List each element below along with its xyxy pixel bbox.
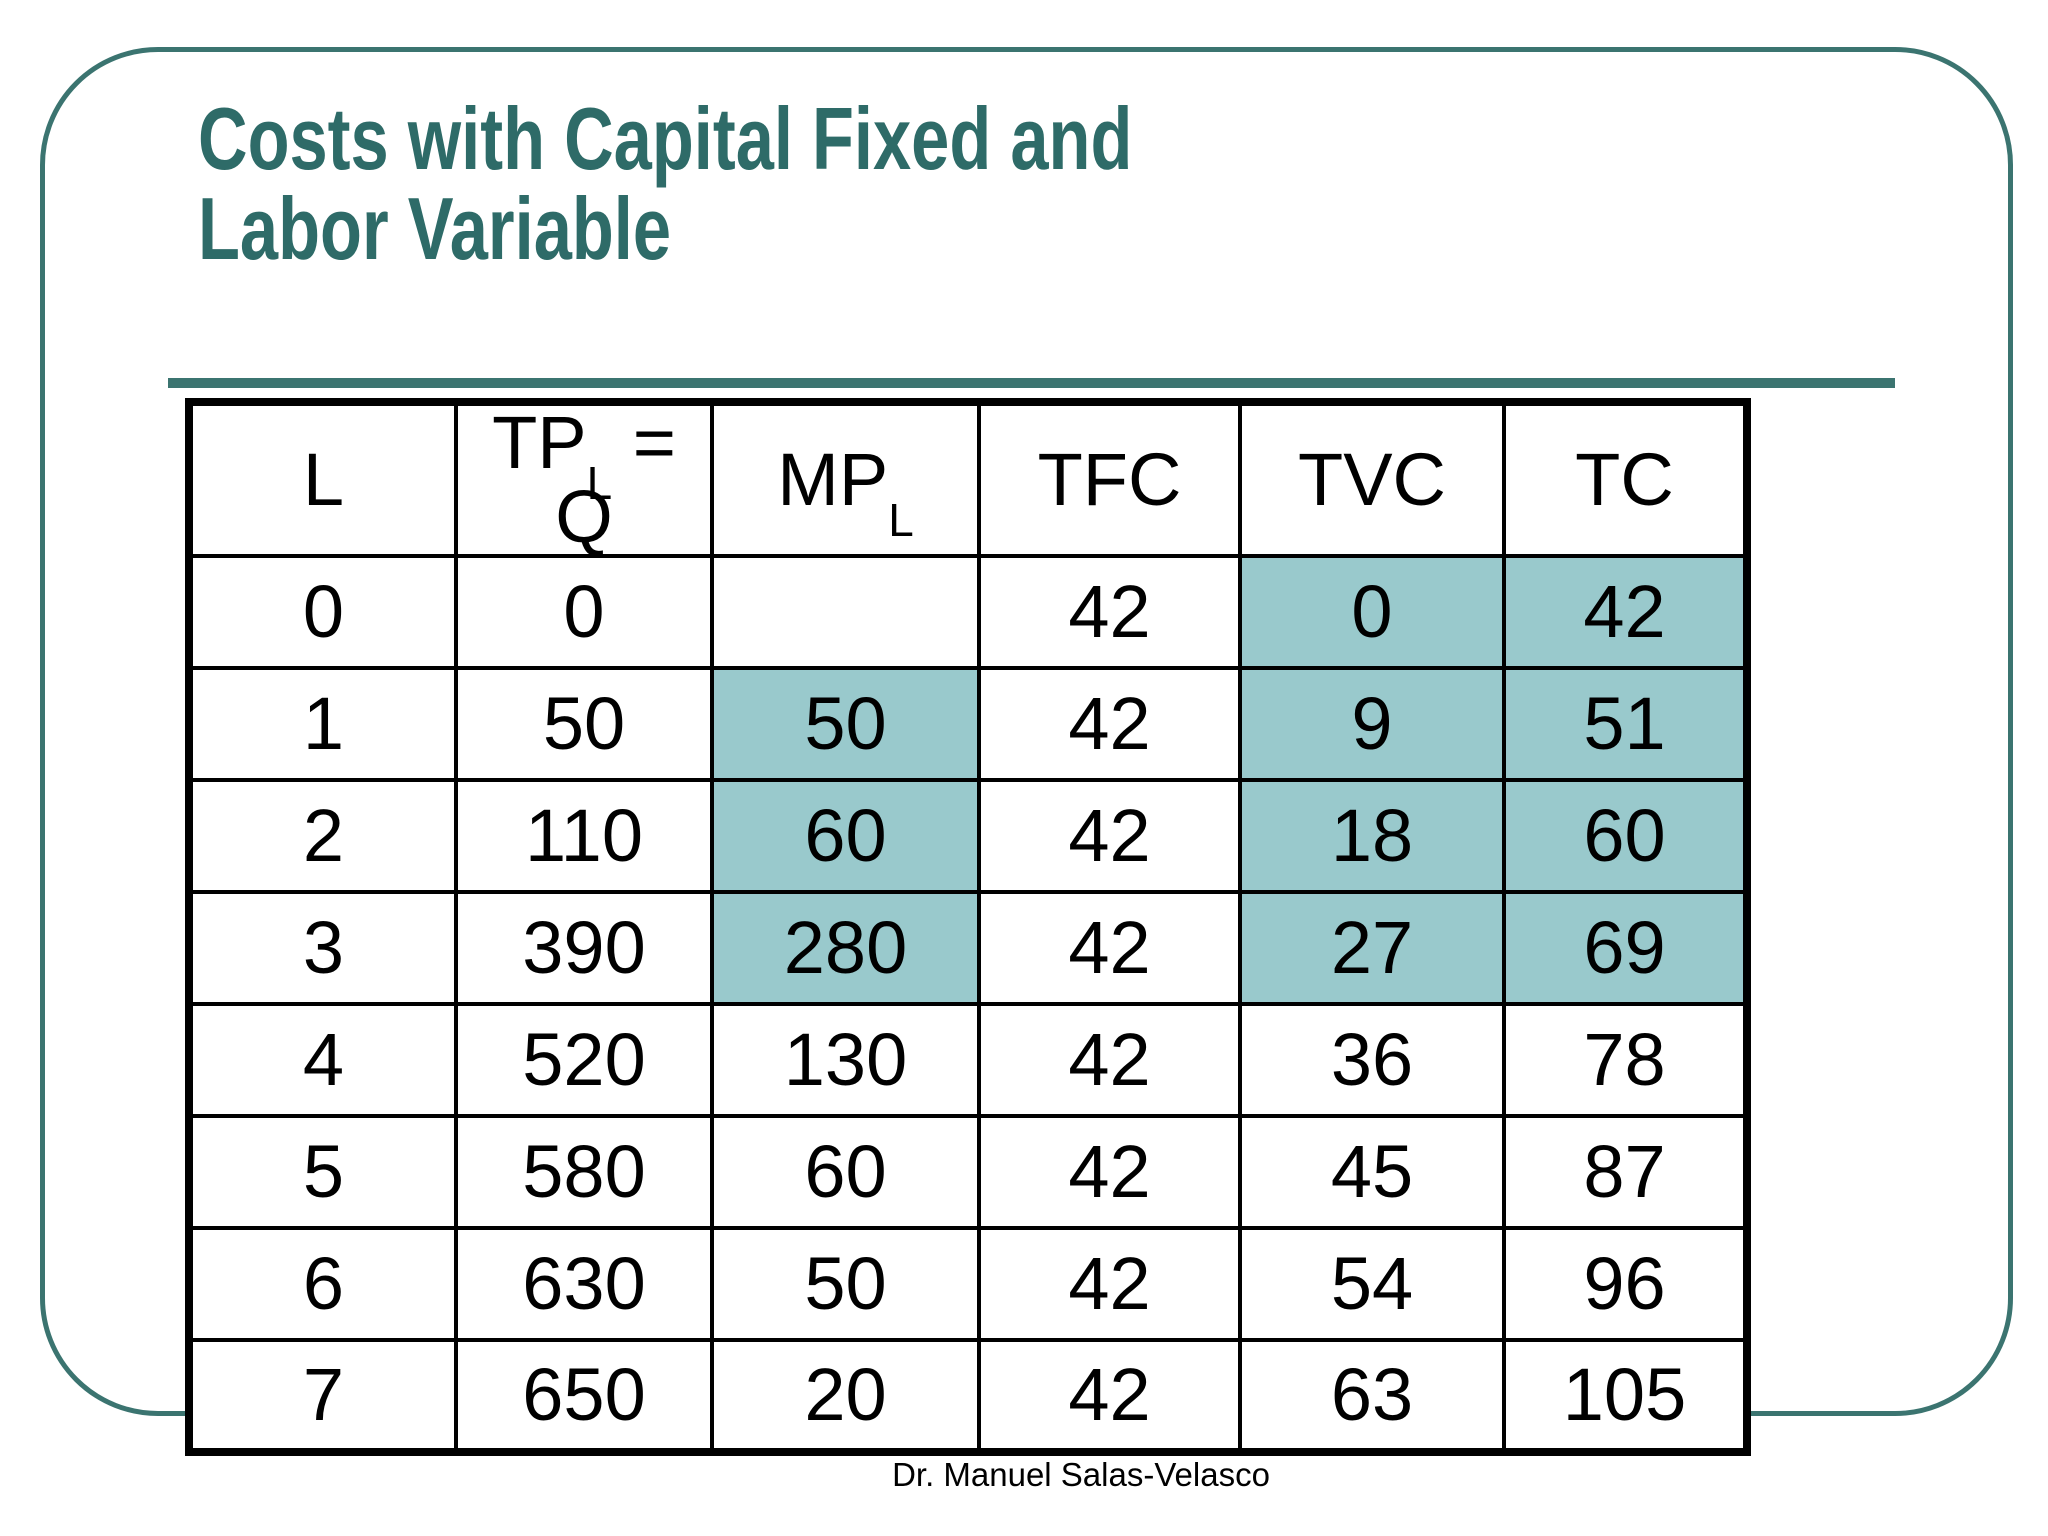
header-subscript: L [888,493,914,546]
table-cell-highlighted: 60 [710,778,981,894]
table-cell: 2 [187,778,458,894]
table-cell: 42 [977,554,1242,670]
table-cell: 650 [454,1338,714,1454]
table-cell: 42 [977,778,1242,894]
table-cell: 63 [1238,1338,1506,1454]
slide-title: Costs with Capital Fixed and Labor Varia… [198,94,1132,274]
column-header-l: L [187,400,458,558]
table-row: 2 110 60 42 18 60 [187,778,1749,894]
table-cell: 5 [187,1114,458,1230]
table-row: 3 390 280 42 27 69 [187,890,1749,1006]
table-cell-highlighted: 27 [1238,890,1506,1006]
table-cell: 42 [977,1338,1242,1454]
title-underline-rule [168,378,1895,388]
table-row: 1 50 50 42 9 51 [187,666,1749,782]
table-cell: 60 [710,1114,981,1230]
column-header-tvc: TVC [1238,400,1506,558]
column-header-tpl-q: TPL = Q [454,400,714,558]
header-rest: = Q [555,401,676,558]
table-cell: 3 [187,890,458,1006]
column-header-tfc: TFC [977,400,1242,558]
table-cell-highlighted: 9 [1238,666,1506,782]
table-cell-highlighted: 50 [710,666,981,782]
table-cell: 36 [1238,1002,1506,1118]
table-cell-highlighted: 280 [710,890,981,1006]
table-cell-highlighted: 18 [1238,778,1506,894]
table-row: 5 580 60 42 45 87 [187,1114,1749,1230]
table-cell-highlighted: 60 [1502,778,1749,894]
table-cell: 110 [454,778,714,894]
slide-title-line1: Costs with Capital Fixed and [198,89,1133,188]
table-cell: 630 [454,1226,714,1342]
header-text: TFC [1037,438,1182,521]
table-cell-highlighted: 0 [1238,554,1506,670]
table-cell: 42 [977,1114,1242,1230]
table-cell: 50 [710,1226,981,1342]
table-cell-highlighted: 42 [1502,554,1749,670]
table-cell: 130 [710,1002,981,1118]
table-cell: 42 [977,890,1242,1006]
slide-title-line2: Labor Variable [198,178,672,278]
table-cell: 105 [1502,1338,1749,1454]
table-cell: 54 [1238,1226,1506,1342]
table-row: 7 650 20 42 63 105 [187,1338,1749,1454]
column-header-tc: TC [1502,400,1749,558]
table-row: 6 630 50 42 54 96 [187,1226,1749,1342]
table-cell: 50 [454,666,714,782]
cost-table: L TPL = Q MPL TFC TVC TC 0 0 42 0 42 1 5… [185,398,1751,1456]
table-cell: 42 [977,1226,1242,1342]
table-cell: 520 [454,1002,714,1118]
table-cell-highlighted: 69 [1502,890,1749,1006]
table-cell: 6 [187,1226,458,1342]
table-row: 4 520 130 42 36 78 [187,1002,1749,1118]
table-cell: 0 [454,554,714,670]
table-cell: 42 [977,1002,1242,1118]
table-cell: 96 [1502,1226,1749,1342]
table-cell-highlighted: 51 [1502,666,1749,782]
header-subscript: L [586,456,613,509]
header-text: L [302,438,345,521]
table-cell: 390 [454,890,714,1006]
table-cell: 78 [1502,1002,1749,1118]
table-cell: 4 [187,1002,458,1118]
table-cell: 1 [187,666,458,782]
table-cell: 7 [187,1338,458,1454]
table-cell: 580 [454,1114,714,1230]
header-text: MP [777,438,889,521]
table-cell: 87 [1502,1114,1749,1230]
header-text: TC [1575,438,1674,521]
table-cell: 0 [187,554,458,670]
table-cell: 45 [1238,1114,1506,1230]
table-header-row: L TPL = Q MPL TFC TVC TC [187,400,1749,558]
table-cell: 20 [710,1338,981,1454]
column-header-mpl: MPL [710,400,981,558]
header-text: TVC [1298,438,1446,521]
table-cell [710,554,981,670]
footer-author: Dr. Manuel Salas-Velasco [892,1456,1270,1493]
table-cell: 42 [977,666,1242,782]
table-row: 0 0 42 0 42 [187,554,1749,670]
header-text: TP [492,401,587,484]
